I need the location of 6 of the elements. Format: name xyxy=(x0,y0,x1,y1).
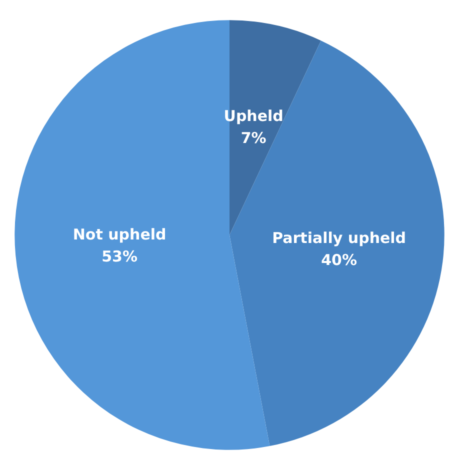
slice-label: Not upheld xyxy=(72,225,166,244)
data-label: 40% xyxy=(321,250,358,269)
data-label: 53% xyxy=(102,247,138,266)
slice-label: Partially upheld xyxy=(272,228,406,247)
data-label: 7% xyxy=(240,129,266,148)
slice-label: Upheld xyxy=(224,107,284,126)
